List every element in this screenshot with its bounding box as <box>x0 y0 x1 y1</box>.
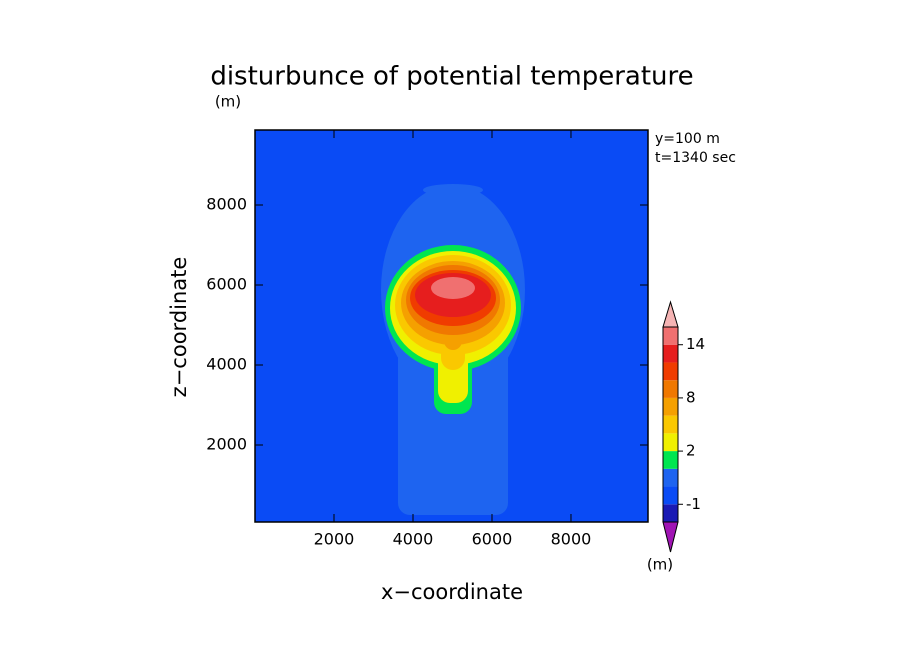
colorbar-band <box>663 380 678 398</box>
chart-title: disturbunce of potential temperature <box>210 62 693 92</box>
annotation: y=100 m <box>655 131 720 147</box>
colorbar-band <box>663 451 678 469</box>
colorbar-tick-label: -1 <box>686 495 701 513</box>
colorbar-band <box>663 327 678 345</box>
colorbar-over <box>662 300 679 328</box>
colorbar-band <box>663 433 678 452</box>
colorbar-unit: (m) <box>647 556 673 574</box>
x-tick-label: 8000 <box>551 530 592 549</box>
y-axis-label: z−coordinate <box>167 257 191 398</box>
colorbar-band <box>663 486 678 505</box>
y-tick-label: 8000 <box>206 195 247 214</box>
colorbar-band <box>663 415 678 434</box>
colorbar-band <box>663 362 678 381</box>
x-tick-label: 2000 <box>314 530 355 549</box>
colorbar-tick-label: 14 <box>686 335 705 353</box>
colorbar-band <box>663 397 678 416</box>
contour-region <box>431 277 475 299</box>
x-axis-label: x−coordinate <box>381 580 523 604</box>
colorbar-band <box>663 468 678 487</box>
y-tick-label: 4000 <box>206 355 247 374</box>
y-tick-label: 2000 <box>206 435 247 454</box>
contour-region <box>423 184 483 196</box>
colorbar-frame <box>662 326 679 523</box>
y-tick-label: 6000 <box>206 275 247 294</box>
plot-frame <box>254 129 649 523</box>
colorbar-tick-label: 8 <box>686 388 696 406</box>
contour-head <box>423 184 483 196</box>
x-tick-label: 4000 <box>393 530 434 549</box>
contour-head <box>431 277 475 299</box>
colorbar-band <box>663 504 678 522</box>
annotation: t=1340 sec <box>655 150 736 166</box>
colorbar-tick-label: 2 <box>686 442 696 460</box>
colorbar-under <box>662 521 679 553</box>
x-tick-label: 6000 <box>472 530 513 549</box>
colorbar-band <box>663 344 678 363</box>
y-unit: (m) <box>215 93 241 111</box>
